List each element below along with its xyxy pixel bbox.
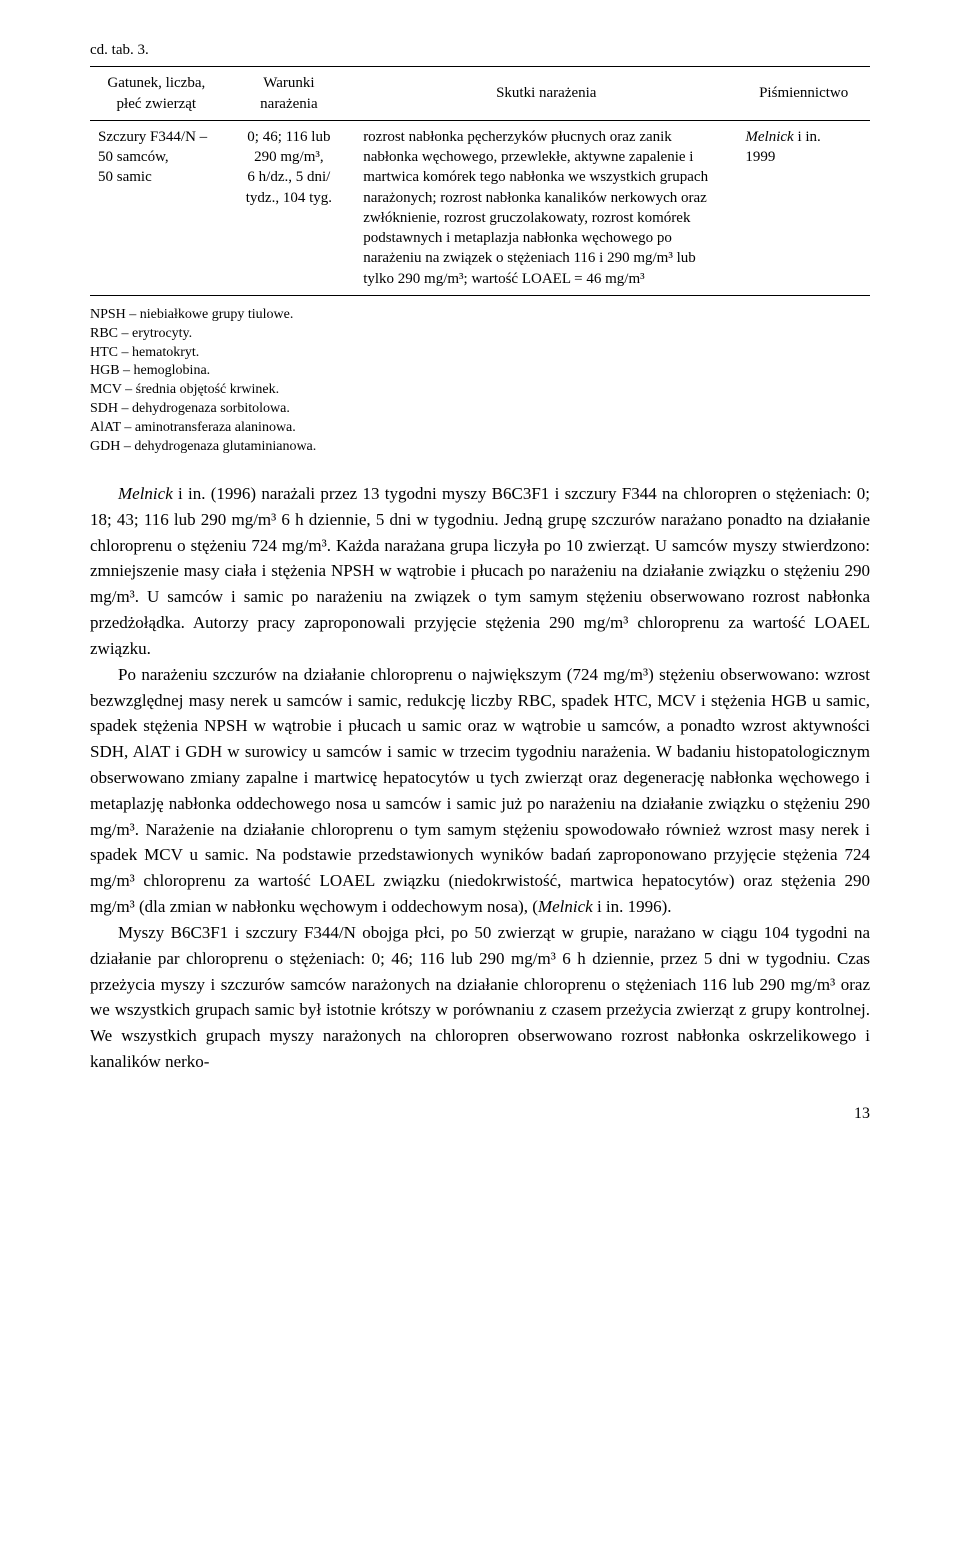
- ref-rest: i in.: [794, 129, 821, 145]
- note-line: MCV – średnia objętość krwinek.: [90, 381, 870, 400]
- col-header-refs: Piśmiennictwo: [737, 67, 870, 121]
- data-table: Gatunek, liczba,płeć zwierząt Warunkinar…: [90, 66, 870, 296]
- note-line: HTC – hematokryt.: [90, 344, 870, 363]
- cell-reference: Melnick i in. 1999: [737, 120, 870, 295]
- paragraph-1-text: i in. (1996) narażali przez 13 tygodni m…: [90, 484, 870, 658]
- note-line: AlAT – aminotransferaza alaninowa.: [90, 419, 870, 438]
- table-caption: cd. tab. 3.: [90, 40, 870, 60]
- author-italic: Melnick: [118, 484, 173, 503]
- note-line: SDH – dehydrogenaza sorbitolowa.: [90, 400, 870, 419]
- col-header-conditions: Warunkinarażenia: [223, 67, 356, 121]
- col-header-species: Gatunek, liczba,płeć zwierząt: [90, 67, 223, 121]
- paragraph-2-text-c: i in. 1996).: [593, 897, 672, 916]
- note-line: HGB – hemoglobina.: [90, 362, 870, 381]
- cell-conditions: 0; 46; 116 lub290 mg/m³,6 h/dz., 5 dni/t…: [223, 120, 356, 295]
- paragraph-2-text-a: Po narażeniu szczurów na działanie chlor…: [90, 665, 870, 916]
- ref-author: Melnick: [745, 129, 793, 145]
- body-text: Melnick i in. (1996) narażali przez 13 t…: [90, 481, 870, 1075]
- cell-species: Szczury F344/N –50 samców,50 samic: [90, 120, 223, 295]
- note-line: GDH – dehydrogenaza glutaminianowa.: [90, 438, 870, 457]
- abbreviation-notes: NPSH – niebiałkowe grupy tiulowe. RBC – …: [90, 306, 870, 457]
- author-italic: Melnick: [538, 897, 593, 916]
- paragraph-3: Myszy B6C3F1 i szczury F344/N obojga płc…: [90, 920, 870, 1075]
- table-row: Szczury F344/N –50 samców,50 samic 0; 46…: [90, 120, 870, 295]
- note-line: NPSH – niebiałkowe grupy tiulowe.: [90, 306, 870, 325]
- col-header-effects: Skutki narażenia: [355, 67, 737, 121]
- cell-effects: rozrost nabłonka pęcherzyków płucnych or…: [355, 120, 737, 295]
- table-header-row: Gatunek, liczba,płeć zwierząt Warunkinar…: [90, 67, 870, 121]
- ref-year: 1999: [745, 149, 775, 165]
- paragraph-1: Melnick i in. (1996) narażali przez 13 t…: [90, 481, 870, 662]
- paragraph-2: Po narażeniu szczurów na działanie chlor…: [90, 662, 870, 920]
- note-line: RBC – erytrocyty.: [90, 325, 870, 344]
- page-number: 13: [90, 1103, 870, 1125]
